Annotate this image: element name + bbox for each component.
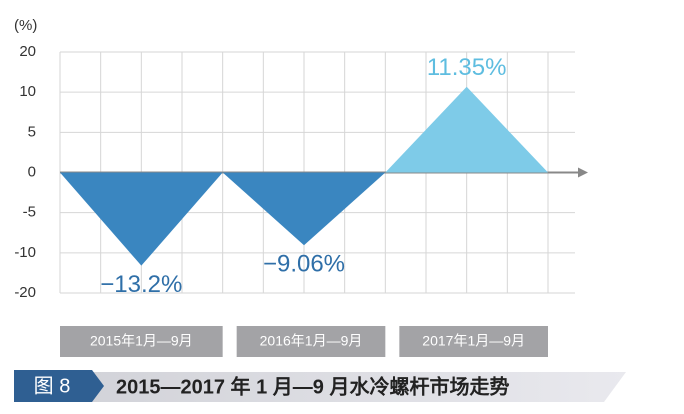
x-tick-label: 2015年1月—9月 (90, 333, 193, 349)
category-box (60, 326, 223, 357)
y-tick-label: -20 (14, 284, 36, 301)
title-band (14, 372, 626, 402)
y-tick-label: -5 (23, 204, 36, 221)
y-tick-label: 10 (19, 83, 36, 100)
axis-arrow (578, 167, 588, 178)
triangle (222, 172, 386, 246)
triangle (60, 172, 223, 266)
category-box (236, 326, 386, 357)
x-tick-label: 2017年1月—9月 (422, 333, 525, 349)
triangle (385, 86, 548, 173)
y-tick-label: -10 (14, 244, 36, 261)
x-tick-label: 2016年1月—9月 (260, 333, 363, 349)
figure-label: 图 8 (34, 375, 71, 397)
value-label: 11.35% (427, 54, 507, 81)
value-label: −9.06% (263, 251, 345, 278)
chart-title: 2015—2017 年 1 月—9 月水冷螺杆市场走势 (116, 374, 509, 398)
y-tick-label: 0 (28, 163, 36, 180)
y-tick-label: 20 (19, 43, 36, 60)
category-box (399, 326, 548, 357)
y-unit: (%) (14, 17, 37, 34)
value-label: −13.2% (100, 271, 182, 298)
y-tick-label: 5 (28, 123, 36, 140)
figure-label-box (14, 370, 104, 402)
